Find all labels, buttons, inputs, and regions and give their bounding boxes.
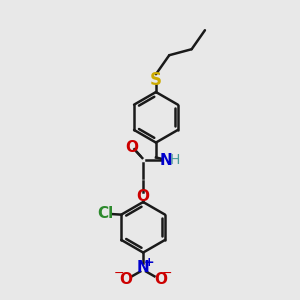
Text: N: N [137,260,149,275]
Text: O: O [119,272,132,287]
Text: −: − [162,267,172,280]
Text: O: O [125,140,138,155]
Text: O: O [137,189,150,204]
Text: +: + [144,256,154,268]
Text: S: S [150,70,162,88]
Text: O: O [154,272,167,287]
Text: N: N [160,153,172,168]
Text: Cl: Cl [97,206,113,221]
Text: H: H [170,153,180,167]
Text: −: − [114,267,124,280]
